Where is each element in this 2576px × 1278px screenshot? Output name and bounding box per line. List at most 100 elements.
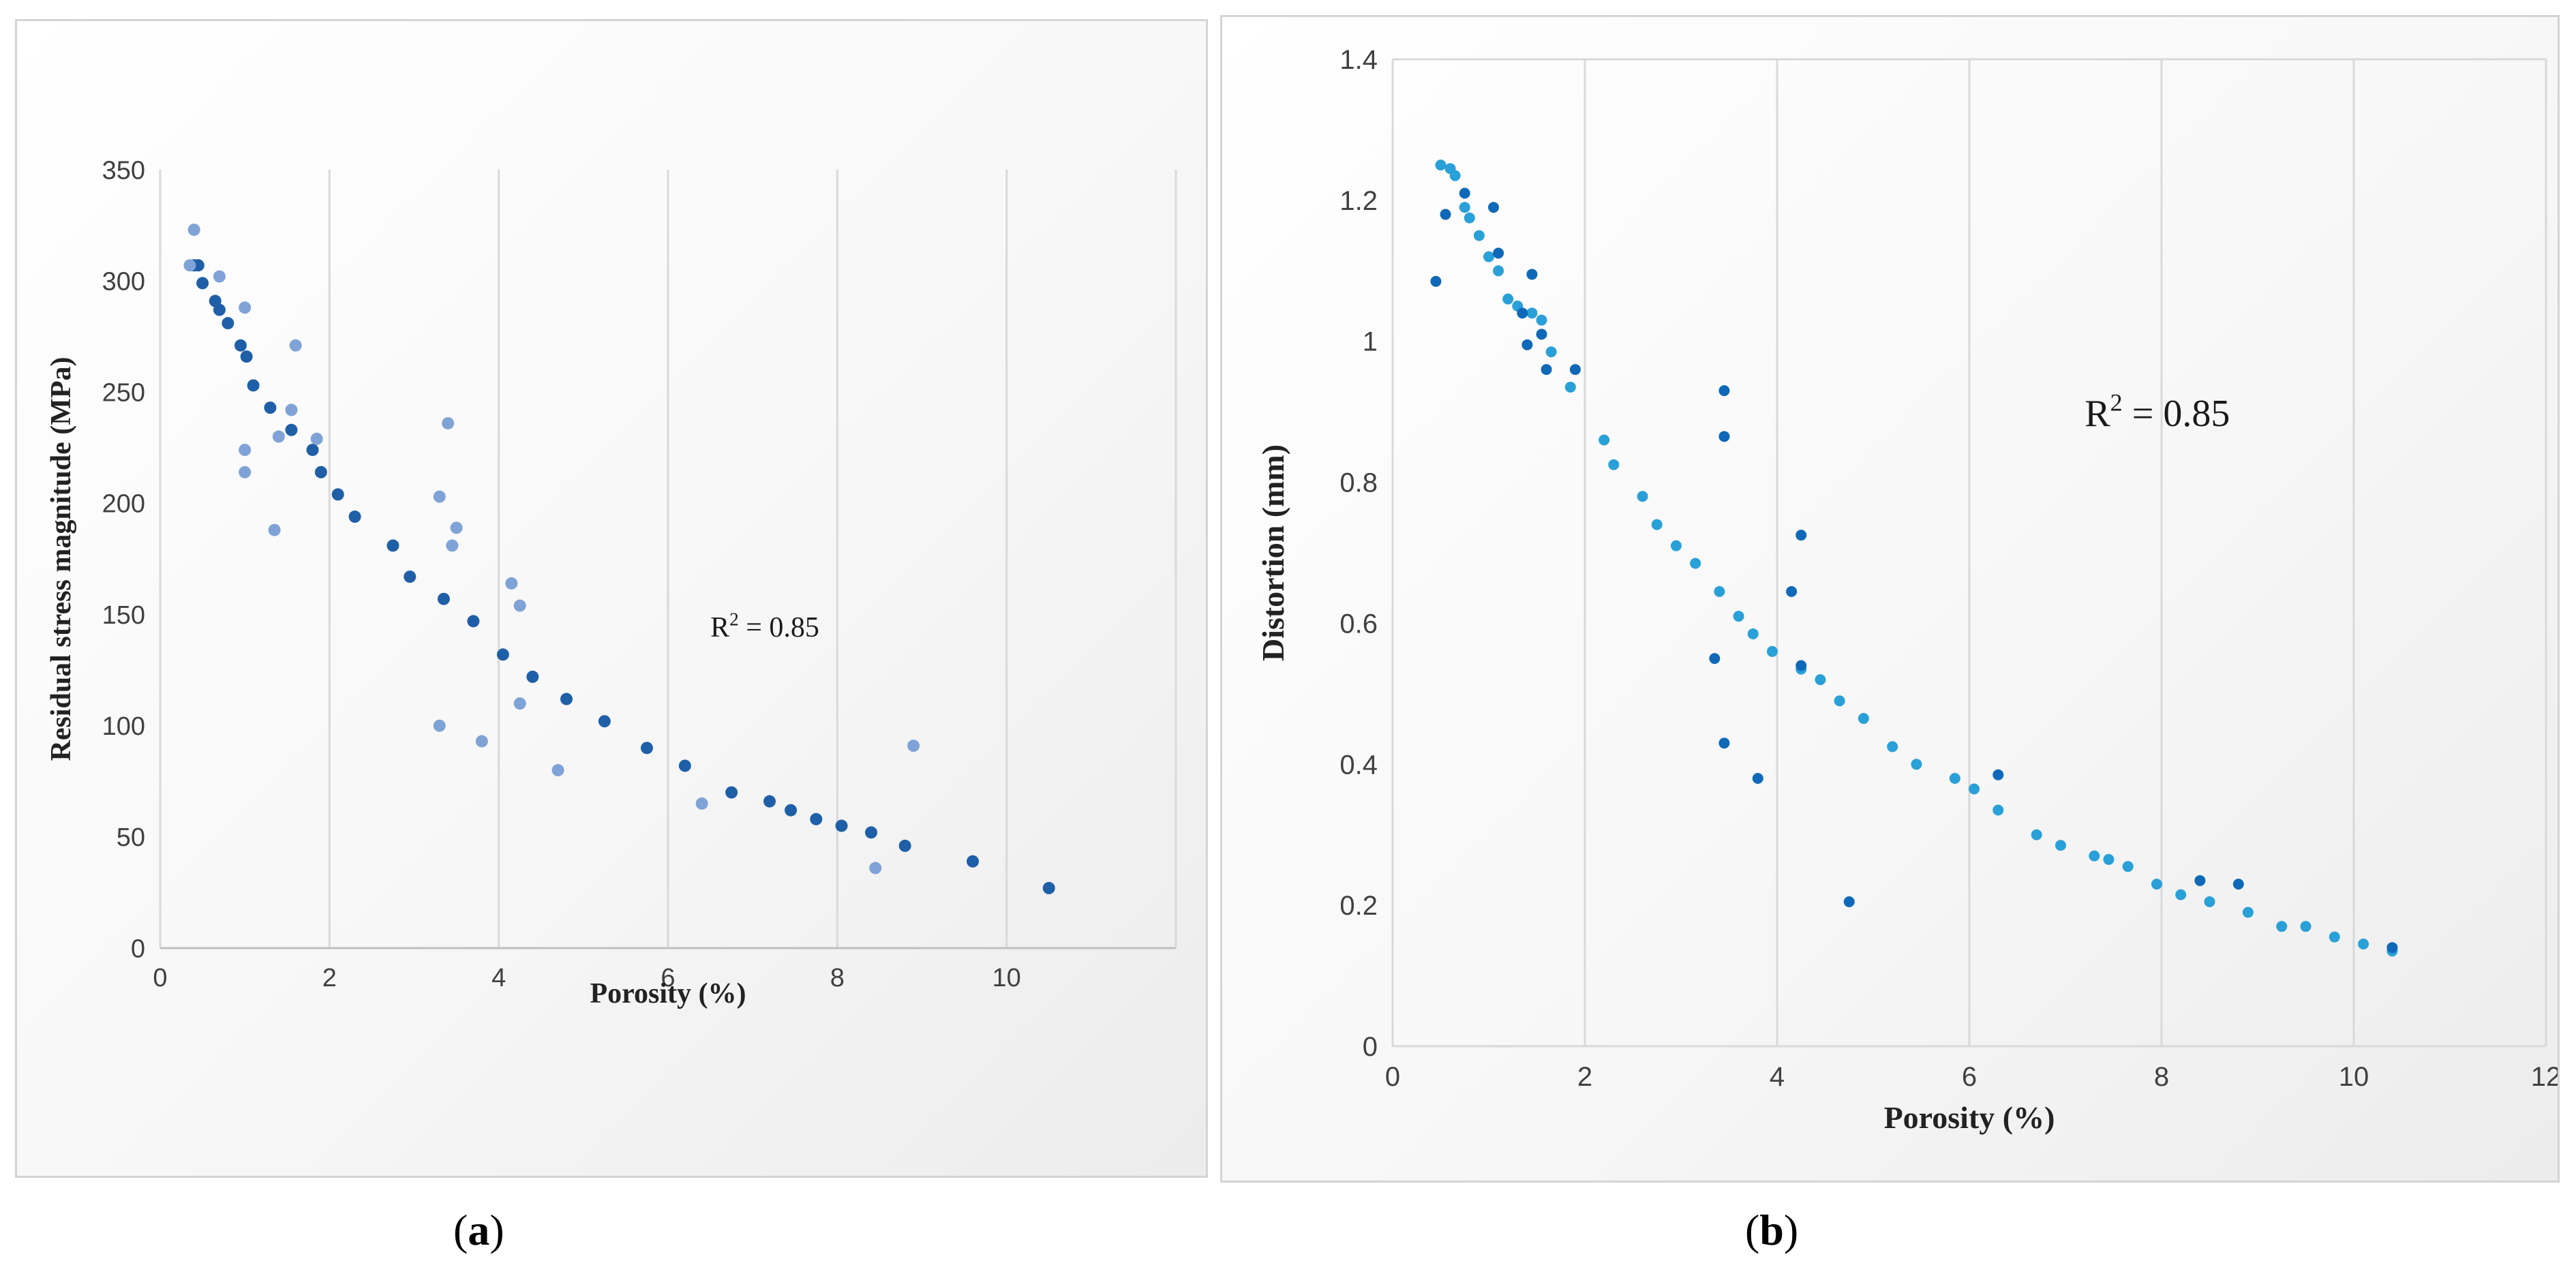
data-point xyxy=(1670,540,1682,551)
data-point xyxy=(763,795,776,808)
data-point xyxy=(1949,772,1960,784)
data-point xyxy=(2204,896,2215,907)
data-point xyxy=(196,277,209,290)
data-point xyxy=(1969,783,1980,795)
y-tick-label: 1 xyxy=(1363,327,1378,357)
data-point xyxy=(437,592,450,605)
data-point xyxy=(1488,202,1500,213)
data-point xyxy=(1733,611,1744,622)
data-point xyxy=(907,740,920,752)
data-point xyxy=(1541,364,1552,376)
data-point xyxy=(1911,759,1922,770)
x-tick-label: 0 xyxy=(1385,1062,1400,1092)
r-squared-label: R2 = 0.85 xyxy=(2085,389,2230,434)
data-point xyxy=(387,539,399,552)
data-point xyxy=(2055,840,2066,851)
y-tick-label: 250 xyxy=(102,379,145,408)
y-tick-label: 1.4 xyxy=(1339,45,1378,75)
r-squared-label: R2 = 0.85 xyxy=(710,609,819,643)
y-tick-label: 300 xyxy=(102,267,145,296)
x-tick-label: 4 xyxy=(1770,1062,1785,1092)
data-point xyxy=(264,401,277,414)
data-point xyxy=(1714,585,1725,597)
data-point xyxy=(2242,907,2254,918)
data-point xyxy=(213,303,226,316)
data-point xyxy=(239,301,252,314)
data-point xyxy=(898,839,911,852)
data-point xyxy=(2194,874,2206,886)
data-point xyxy=(1526,307,1538,319)
x-tick-label: 10 xyxy=(992,964,1021,992)
data-point xyxy=(2276,921,2288,932)
data-point xyxy=(1843,896,1855,907)
data-point xyxy=(433,490,446,503)
data-point xyxy=(285,404,298,416)
data-point xyxy=(1718,385,1730,397)
data-point xyxy=(1483,251,1494,262)
data-point xyxy=(310,432,323,445)
caption-b: (b) xyxy=(1745,1206,1799,1254)
data-point xyxy=(2175,889,2187,900)
data-point xyxy=(810,812,823,825)
x-tick-label: 6 xyxy=(1962,1062,1977,1092)
data-point xyxy=(1042,881,1055,894)
data-point xyxy=(1747,628,1759,639)
data-point xyxy=(1709,653,1721,665)
data-point xyxy=(1564,381,1576,393)
x-tick-label: 4 xyxy=(491,964,506,992)
data-point xyxy=(1569,364,1581,376)
data-point xyxy=(1858,713,1869,725)
data-point xyxy=(513,599,526,612)
data-point xyxy=(2151,879,2162,890)
data-point xyxy=(183,259,196,272)
data-point xyxy=(2031,829,2042,840)
data-point xyxy=(433,719,446,732)
data-point xyxy=(331,488,344,501)
data-point xyxy=(1502,293,1514,305)
data-point xyxy=(551,763,564,776)
data-point xyxy=(1493,265,1504,277)
data-point xyxy=(306,444,319,457)
data-point xyxy=(247,379,260,392)
data-point xyxy=(222,317,234,330)
data-point xyxy=(1459,202,1470,213)
data-point xyxy=(1459,187,1470,199)
data-point xyxy=(1545,346,1557,358)
caption-a: (a) xyxy=(453,1206,504,1254)
data-point xyxy=(725,786,738,799)
data-point xyxy=(1464,212,1475,224)
data-point xyxy=(1690,558,1701,569)
caption-b-letter: b xyxy=(1759,1206,1784,1254)
data-point xyxy=(505,577,518,590)
data-point xyxy=(526,670,539,683)
data-point xyxy=(213,270,226,283)
data-point xyxy=(2103,853,2115,865)
data-point xyxy=(1887,741,1898,752)
data-point xyxy=(187,224,200,237)
data-point xyxy=(272,430,285,443)
data-point xyxy=(1435,159,1446,171)
data-point xyxy=(348,511,361,523)
data-point xyxy=(1473,230,1485,241)
y-tick-label: 200 xyxy=(102,490,145,519)
data-point xyxy=(1795,660,1807,671)
scatter-chart-a: 0 50 100 150 200 250 300 350 0 2 4 6 8 10 Porosity (%)… xyxy=(46,156,1177,1009)
x-tick-label: 2 xyxy=(322,964,337,992)
data-point xyxy=(1786,585,1798,597)
data-point xyxy=(1449,170,1461,181)
data-point xyxy=(285,423,298,436)
data-point xyxy=(513,697,526,710)
data-point xyxy=(234,339,247,352)
x-tick-label: 2 xyxy=(1577,1062,1592,1092)
data-point xyxy=(1440,209,1451,220)
data-point xyxy=(1598,434,1610,446)
data-point xyxy=(785,804,798,817)
y-tick-label: 0.4 xyxy=(1339,750,1378,780)
data-point xyxy=(450,521,463,534)
x-axis-title: Porosity (%) xyxy=(590,978,746,1009)
chart-panel-a: 0 50 100 150 200 250 300 350 0 2 4 6 8 10 Porosity (%)… xyxy=(15,19,1208,1178)
data-point xyxy=(442,416,455,429)
data-point xyxy=(695,797,708,810)
data-point xyxy=(1430,275,1442,287)
data-point xyxy=(475,735,488,748)
